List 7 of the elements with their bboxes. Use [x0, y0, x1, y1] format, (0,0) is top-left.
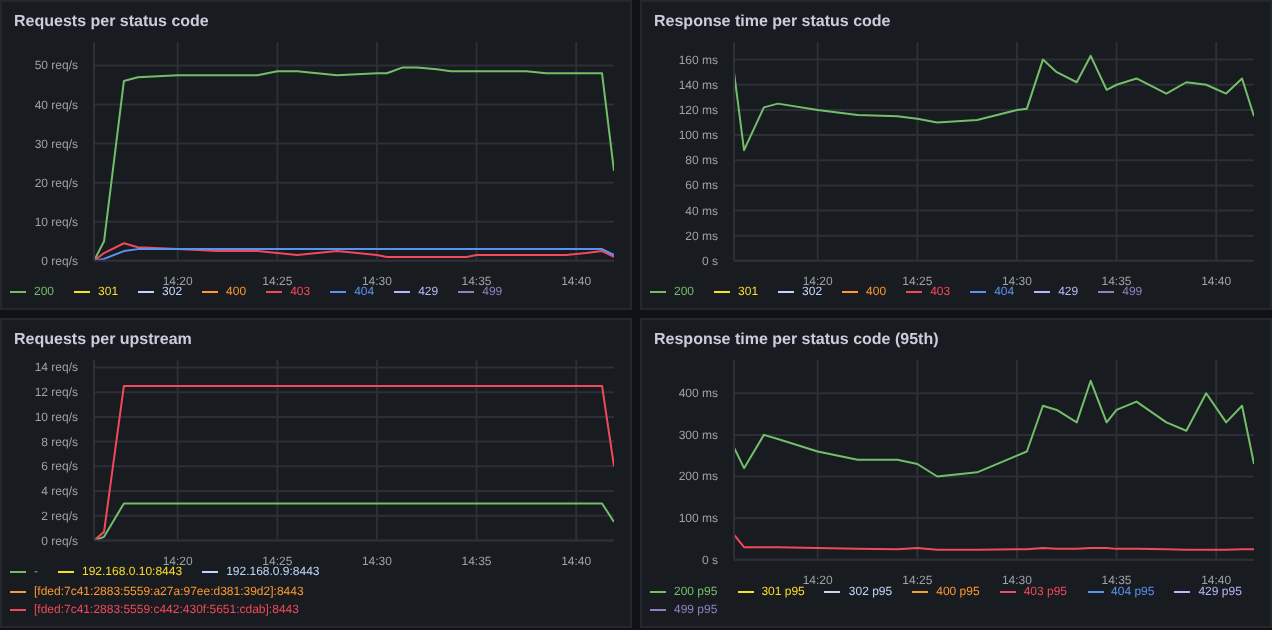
line-series — [734, 533, 1254, 551]
line-series — [734, 379, 1254, 478]
chart-title: Response time per status code (95th) — [652, 328, 941, 348]
chart-title: Requests per status code — [12, 10, 211, 30]
chart-title: Response time per status code — [652, 10, 893, 30]
chart-title: Requests per upstream — [12, 328, 194, 348]
line-series — [734, 54, 1254, 152]
